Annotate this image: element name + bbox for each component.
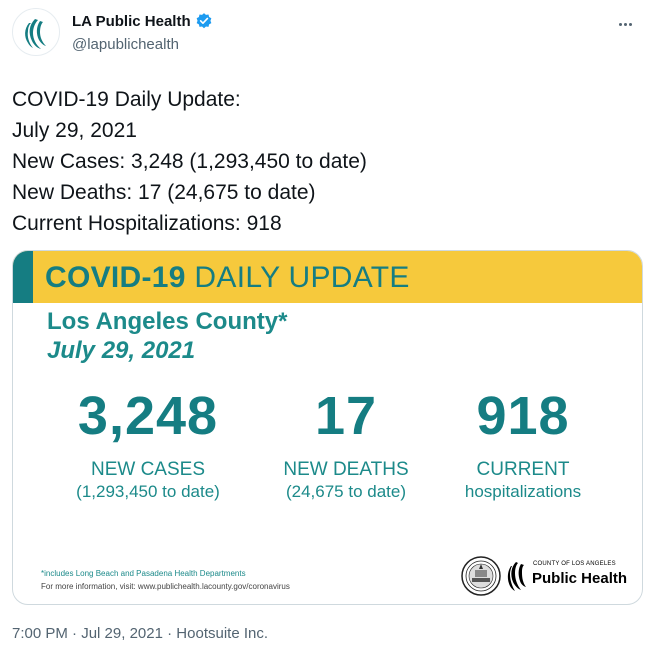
stat-label: NEW CASES (90, 459, 206, 480)
county-name: Los Angeles County* (47, 308, 288, 335)
stat-hospitalizations: 918 CURRENT hospitalizations (438, 383, 608, 503)
banner-title-rest: DAILY UPDATE (185, 261, 410, 294)
banner-accent-bar (13, 251, 33, 303)
logo-big-text: Public Health (532, 570, 628, 587)
stat-label: CURRENT (476, 459, 570, 480)
tweet-meta: 7:00 PM · Jul 29, 2021 · Hootsuite Inc. (12, 625, 268, 642)
public-health-logo: COUNTY OF LOS ANGELES Public Health (507, 558, 627, 594)
update-banner: COVID-19 DAILY UPDATE (13, 251, 642, 303)
public-health-mark-icon (507, 562, 526, 591)
tweet-line: New Cases: 3,248 (1,293,450 to date) (12, 150, 367, 173)
tweet-line: COVID-19 Daily Update: (12, 88, 241, 111)
media-card[interactable]: COVID-19 DAILY UPDATE Los Angeles County… (12, 250, 643, 605)
stat-value: 3,248 (77, 386, 219, 446)
tweet-date[interactable]: Jul 29, 2021 (81, 625, 163, 642)
meta-separator: · (67, 625, 82, 642)
name-row: LA Public Health (72, 12, 213, 30)
stat-sub: hospitalizations (464, 482, 582, 501)
stat-new-cases: 3,248 NEW CASES (1,293,450 to date) (53, 383, 243, 503)
verified-badge-icon (196, 13, 211, 29)
more-options-icon[interactable] (614, 14, 636, 34)
avatar[interactable] (12, 8, 60, 56)
stat-value: 17 (314, 386, 378, 446)
stat-sub: (24,675 to date) (285, 482, 407, 501)
tweet-line: July 29, 2021 (12, 119, 137, 142)
stat-label: NEW DEATHS (283, 459, 409, 480)
handle[interactable]: @lapublichealth (72, 36, 179, 53)
tweet-line: New Deaths: 17 (24,675 to date) (12, 181, 316, 204)
county-seal-icon (461, 556, 501, 596)
tweet-text: COVID-19 Daily Update: July 29, 2021 New… (12, 84, 638, 239)
banner-title: COVID-19 DAILY UPDATE (45, 260, 410, 296)
footnote: *includes Long Beach and Pasadena Health… (41, 569, 246, 578)
tweet-source[interactable]: Hootsuite Inc. (176, 625, 269, 642)
meta-separator: · (162, 625, 177, 642)
tweet-line: Current Hospitalizations: 918 (12, 212, 282, 235)
display-name[interactable]: LA Public Health (72, 12, 191, 30)
card-date: July 29, 2021 (47, 337, 196, 364)
la-public-health-logo-icon (25, 19, 46, 49)
stat-new-deaths: 17 NEW DEATHS (24,675 to date) (271, 383, 421, 503)
banner-title-bold: COVID-19 (45, 261, 186, 294)
more-info-text: For more information, visit: www.publich… (41, 582, 290, 591)
stat-value: 918 (476, 386, 570, 446)
tweet-header: LA Public Health @lapublichealth (12, 8, 638, 64)
stat-sub: (1,293,450 to date) (76, 482, 220, 501)
logo-small-text: COUNTY OF LOS ANGELES (533, 561, 616, 567)
tweet-time[interactable]: 7:00 PM (12, 625, 68, 642)
